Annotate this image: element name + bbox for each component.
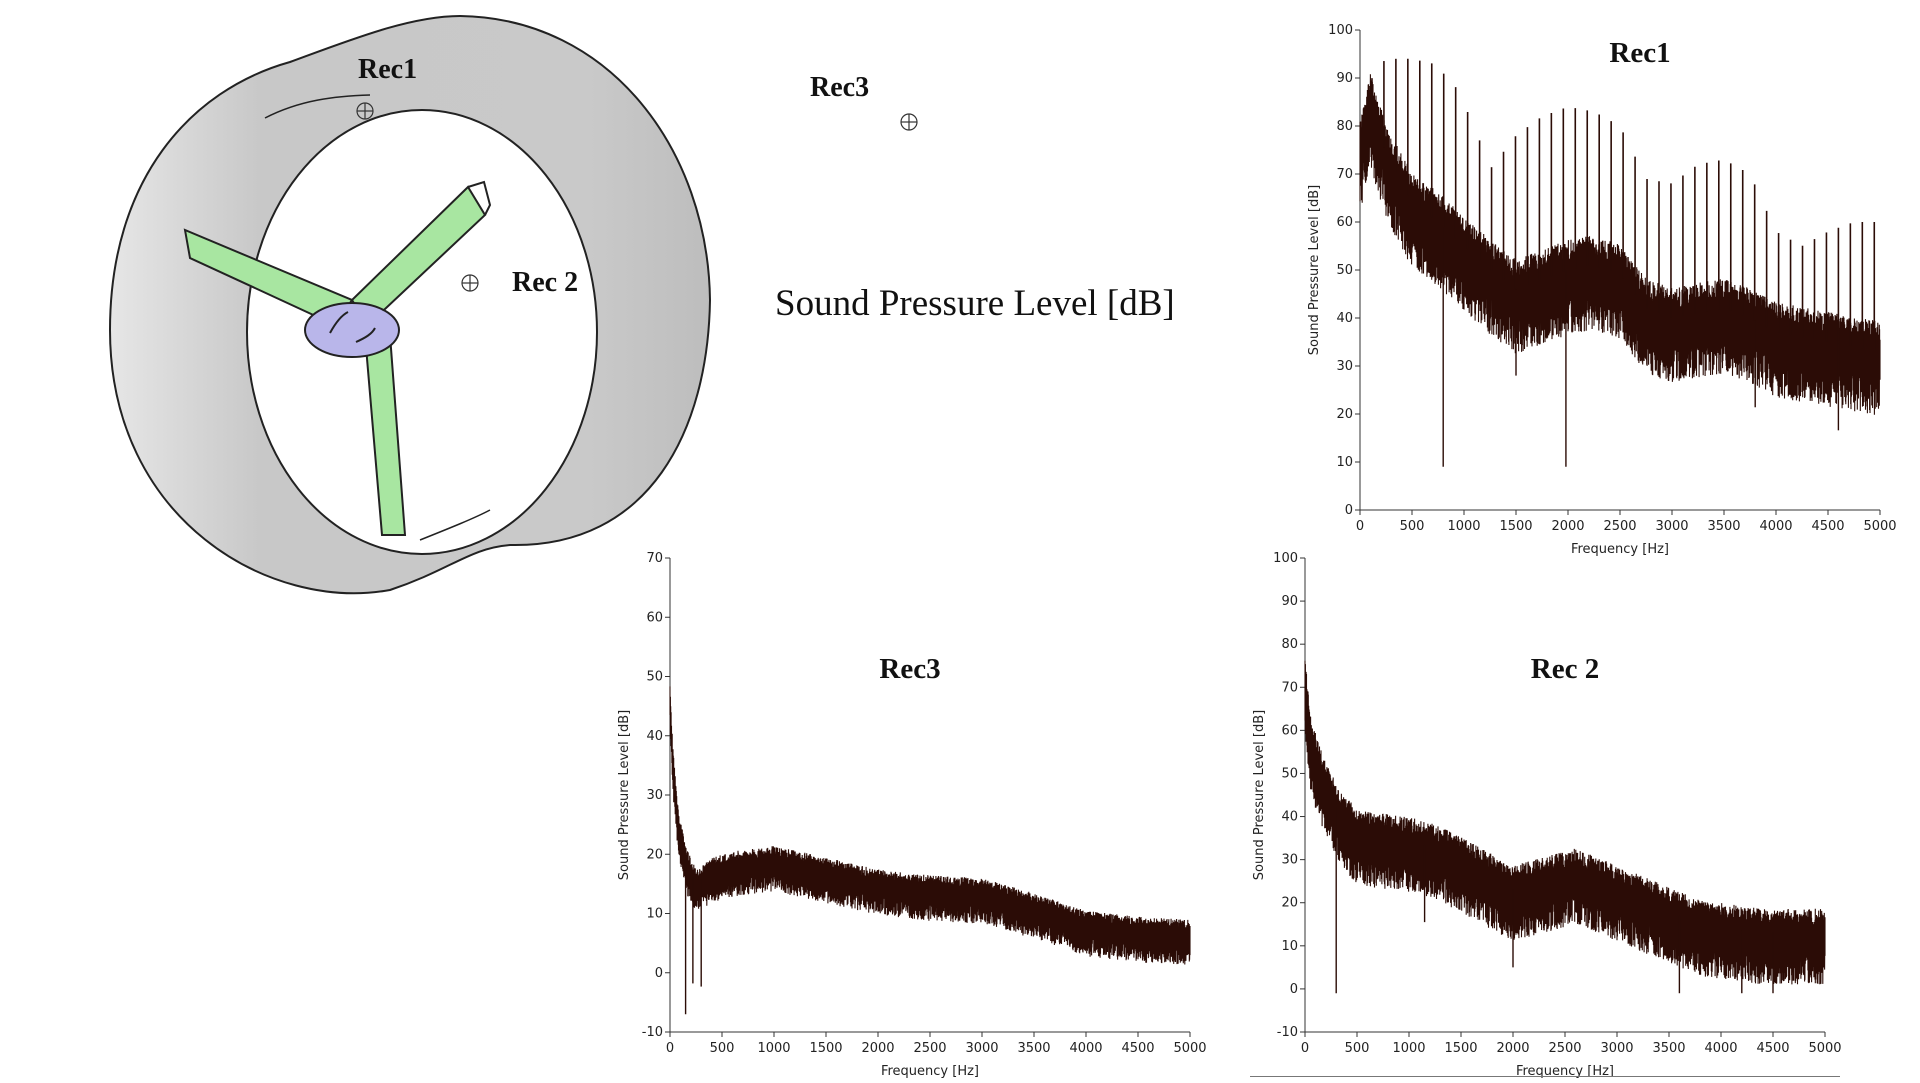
x-tick-label: 1000	[1392, 1041, 1425, 1056]
x-tick-label: 500	[1345, 1041, 1370, 1056]
x-axis-title: Frequency [Hz]	[881, 1064, 979, 1079]
x-tick-label: 5000	[1808, 1041, 1841, 1056]
x-tick-label: 5000	[1863, 519, 1896, 534]
x-tick-label: 0	[666, 1041, 674, 1056]
receiver-rec1-marker	[356, 102, 374, 120]
hub	[304, 302, 400, 358]
x-tick-label: 0	[1301, 1041, 1309, 1056]
y-tick-label: -10	[642, 1025, 663, 1040]
y-tick-label: 60	[1336, 215, 1353, 230]
y-axis-title: Sound Pressure Level [dB]	[617, 710, 632, 880]
x-tick-label: 5000	[1173, 1041, 1206, 1056]
x-tick-label: 4500	[1811, 519, 1844, 534]
y-tick-label: 100	[1328, 23, 1353, 38]
y-tick-label: 80	[1336, 119, 1353, 134]
receiver-rec3-area: Rec3	[810, 72, 918, 131]
duct-fan-illustration: Rec1 Rec 2	[108, 14, 712, 595]
x-tick-label: 1000	[757, 1041, 790, 1056]
y-tick-label: 0	[655, 966, 663, 981]
bottom-divider	[1250, 1076, 1840, 1077]
figure-title: Sound Pressure Level [dB]	[775, 283, 1175, 324]
chart-title: Rec1	[1609, 37, 1670, 69]
y-tick-label: 30	[1281, 853, 1298, 868]
x-tick-label: 4000	[1704, 1041, 1737, 1056]
x-tick-label: 4500	[1121, 1041, 1154, 1056]
y-tick-label: 60	[1281, 723, 1298, 738]
y-tick-label: 30	[1336, 359, 1353, 374]
y-tick-label: 40	[1336, 311, 1353, 326]
y-tick-label: 20	[646, 847, 663, 862]
chart-rec1: Rec1 0 10 20 30 40 50 60 70 80 90 100 0 500 1000 1500 20…	[1300, 20, 1920, 557]
x-tick-label: 2000	[1551, 519, 1584, 534]
y-tick-label: 70	[1336, 167, 1353, 182]
series-line	[1359, 74, 1881, 415]
receiver-rec2-marker	[461, 274, 479, 292]
x-tick-label: 4000	[1759, 519, 1792, 534]
y-tick-label: 10	[1281, 939, 1298, 954]
y-tick-label: 90	[1336, 71, 1353, 86]
y-tick-label: 10	[1336, 455, 1353, 470]
fan-blades	[183, 180, 492, 536]
y-tick-label: 70	[1281, 680, 1298, 695]
x-tick-label: 1500	[1444, 1041, 1477, 1056]
x-tick-label: 2500	[913, 1041, 946, 1056]
y-tick-label: 80	[1281, 637, 1298, 652]
y-tick-label: -10	[1277, 1025, 1298, 1040]
y-tick-label: 40	[646, 729, 663, 744]
series-line	[1304, 660, 1826, 985]
x-tick-label: 3500	[1017, 1041, 1050, 1056]
x-tick-label: 500	[710, 1041, 735, 1056]
y-axis-title: Sound Pressure Level [dB]	[1307, 185, 1322, 355]
rec3-label: Rec3	[810, 72, 869, 103]
receiver-rec3-marker	[900, 113, 918, 131]
y-tick-label: 50	[1281, 766, 1298, 781]
y-tick-label: 30	[646, 788, 663, 803]
y-tick-label: 0	[1345, 503, 1353, 518]
y-tick-label: 10	[646, 907, 663, 922]
x-tick-label: 3000	[1600, 1041, 1633, 1056]
y-tick-label: 50	[1336, 263, 1353, 278]
x-tick-label: 2000	[861, 1041, 894, 1056]
y-tick-label: 0	[1290, 982, 1298, 997]
y-tick-label: 60	[646, 610, 663, 625]
x-axis-title: Frequency [Hz]	[1571, 542, 1669, 557]
x-tick-label: 3500	[1707, 519, 1740, 534]
y-tick-label: 100	[1273, 551, 1298, 566]
x-tick-label: 500	[1400, 519, 1425, 534]
y-axis-title: Sound Pressure Level [dB]	[1252, 710, 1267, 880]
x-tick-label: 2500	[1548, 1041, 1581, 1056]
y-tick-label: 50	[646, 670, 663, 685]
y-tick-label: 40	[1281, 810, 1298, 825]
x-tick-label: 1500	[1499, 519, 1532, 534]
x-tick-label: 3000	[965, 1041, 998, 1056]
x-tick-label: 2500	[1603, 519, 1636, 534]
x-tick-label: 3000	[1655, 519, 1688, 534]
x-axis-title: Frequency [Hz]	[1516, 1064, 1614, 1079]
series-line	[669, 686, 1191, 965]
rec2-label: Rec 2	[512, 267, 578, 298]
duct-ring	[108, 14, 712, 595]
x-tick-label: 2000	[1496, 1041, 1529, 1056]
chart-rec3: Rec3 -10 0 10 20 30 40 50 60 70 0 500 1000 1500 2000 25…	[610, 548, 1230, 1079]
y-tick-label: 20	[1336, 407, 1353, 422]
x-tick-label: 1000	[1447, 519, 1480, 534]
y-tick-label: 90	[1281, 594, 1298, 609]
x-tick-label: 4000	[1069, 1041, 1102, 1056]
x-tick-label: 4500	[1756, 1041, 1789, 1056]
x-tick-label: 3500	[1652, 1041, 1685, 1056]
x-tick-label: 0	[1356, 519, 1364, 534]
chart-rec2: Rec 2 -10 0 10 20 30 40 50 60 70 80 90 100 0 500 1000 15…	[1245, 548, 1865, 1079]
chart-title: Rec3	[879, 653, 940, 685]
y-tick-label: 20	[1281, 896, 1298, 911]
chart-title: Rec 2	[1531, 653, 1599, 685]
x-tick-label: 1500	[809, 1041, 842, 1056]
y-tick-label: 70	[646, 551, 663, 566]
rec1-label: Rec1	[358, 54, 417, 85]
